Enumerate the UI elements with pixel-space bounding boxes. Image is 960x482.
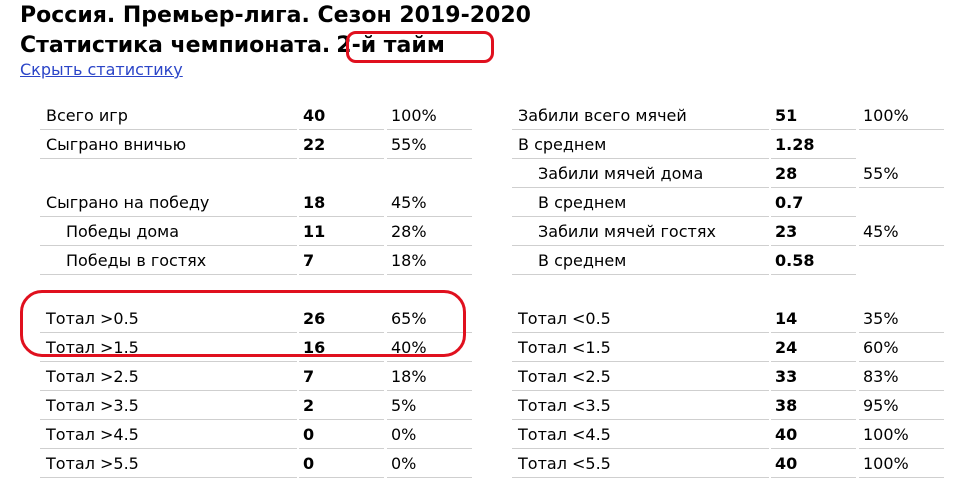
stat-value: 26: [299, 307, 384, 333]
stat-label: Забили всего мячей: [512, 104, 769, 130]
stat-percent: [859, 133, 944, 159]
stat-label: Тотал >4.5: [40, 423, 297, 449]
stat-percent: 45%: [387, 191, 472, 217]
stat-value: 18: [299, 191, 384, 217]
subtitle-prefix: Статистика чемпионата.: [20, 33, 331, 58]
stat-percent: 83%: [859, 365, 944, 391]
stat-value: 51: [771, 104, 856, 130]
stat-value: 23: [771, 220, 856, 246]
stat-percent: 40%: [387, 336, 472, 362]
stat-value: 0: [299, 423, 384, 449]
stat-value: 7: [299, 365, 384, 391]
stat-label: Сыграно на победу: [40, 191, 297, 217]
stat-value: 1.28: [771, 133, 856, 159]
stat-label: Тотал >2.5: [40, 365, 297, 391]
stat-label: В среднем: [512, 133, 769, 159]
stat-label: Победы дома: [40, 220, 297, 246]
stat-value: 0.7: [771, 191, 856, 217]
stat-percent: 100%: [859, 423, 944, 449]
stat-value: 40: [771, 452, 856, 478]
stat-percent: 18%: [387, 365, 472, 391]
page-title: Россия. Премьер-лига. Сезон 2019-2020: [20, 3, 531, 28]
stat-value: 33: [771, 365, 856, 391]
stat-label: Забили мячей гостях: [512, 220, 769, 246]
stat-percent: [859, 191, 944, 217]
stat-value: 40: [299, 104, 384, 130]
stat-percent: 45%: [859, 220, 944, 246]
stat-percent: 18%: [387, 249, 472, 275]
stat-label: Тотал <0.5: [512, 307, 769, 333]
stat-percent: 28%: [387, 220, 472, 246]
stat-value: 2: [299, 394, 384, 420]
stat-value: 22: [299, 133, 384, 159]
stat-value: 28: [771, 162, 856, 188]
stat-label: Победы в гостях: [40, 249, 297, 275]
stat-value: 38: [771, 394, 856, 420]
page-subtitle: Статистика чемпионата. 2-й тайм: [20, 32, 445, 60]
stat-label: Тотал <2.5: [512, 365, 769, 391]
stat-value: 14: [771, 307, 856, 333]
stat-label: Тотал <1.5: [512, 336, 769, 362]
stat-percent: 95%: [859, 394, 944, 420]
stat-label: Сыграно вничью: [40, 133, 297, 159]
stat-label: Тотал >3.5: [40, 394, 297, 420]
stat-percent: 100%: [387, 104, 472, 130]
stat-percent: 65%: [387, 307, 472, 333]
stat-percent: 35%: [859, 307, 944, 333]
stat-value: 40: [771, 423, 856, 449]
stat-label: Тотал <3.5: [512, 394, 769, 420]
stat-percent: 55%: [387, 133, 472, 159]
stat-percent: 60%: [859, 336, 944, 362]
hide-statistics-link[interactable]: Скрыть статистику: [20, 60, 183, 79]
stat-label: Забили мячей дома: [512, 162, 769, 188]
stat-value: 24: [771, 336, 856, 362]
stat-percent: 5%: [387, 394, 472, 420]
stat-percent: 100%: [859, 452, 944, 478]
stat-percent: 100%: [859, 104, 944, 130]
totals-highlight-outline: [20, 290, 466, 357]
stat-value: 16: [299, 336, 384, 362]
stat-label: Тотал <5.5: [512, 452, 769, 478]
stat-label: В среднем: [512, 191, 769, 217]
stat-value: 0.58: [771, 249, 856, 275]
stat-label: Тотал >0.5: [40, 307, 297, 333]
stat-percent: 0%: [387, 452, 472, 478]
stat-value: 7: [299, 249, 384, 275]
stat-percent: [859, 249, 944, 275]
stat-label: В среднем: [512, 249, 769, 275]
stat-label: Всего игр: [40, 104, 297, 130]
stat-label: Тотал >5.5: [40, 452, 297, 478]
stat-label: Тотал <4.5: [512, 423, 769, 449]
stat-percent: 0%: [387, 423, 472, 449]
stat-percent: 55%: [859, 162, 944, 188]
stat-value: 11: [299, 220, 384, 246]
half-highlight-outline: [346, 31, 494, 63]
stat-value: 0: [299, 452, 384, 478]
stat-label: Тотал >1.5: [40, 336, 297, 362]
